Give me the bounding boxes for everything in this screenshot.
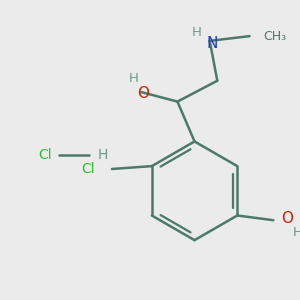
Text: H: H [292,226,300,239]
Text: CH₃: CH₃ [263,30,286,43]
Text: H: H [191,26,201,39]
Text: Cl: Cl [81,162,95,176]
Text: O: O [137,85,149,100]
Text: N: N [207,36,218,51]
Text: O: O [281,211,293,226]
Text: H: H [97,148,108,162]
Text: H: H [129,72,139,85]
Text: Cl: Cl [39,148,52,162]
